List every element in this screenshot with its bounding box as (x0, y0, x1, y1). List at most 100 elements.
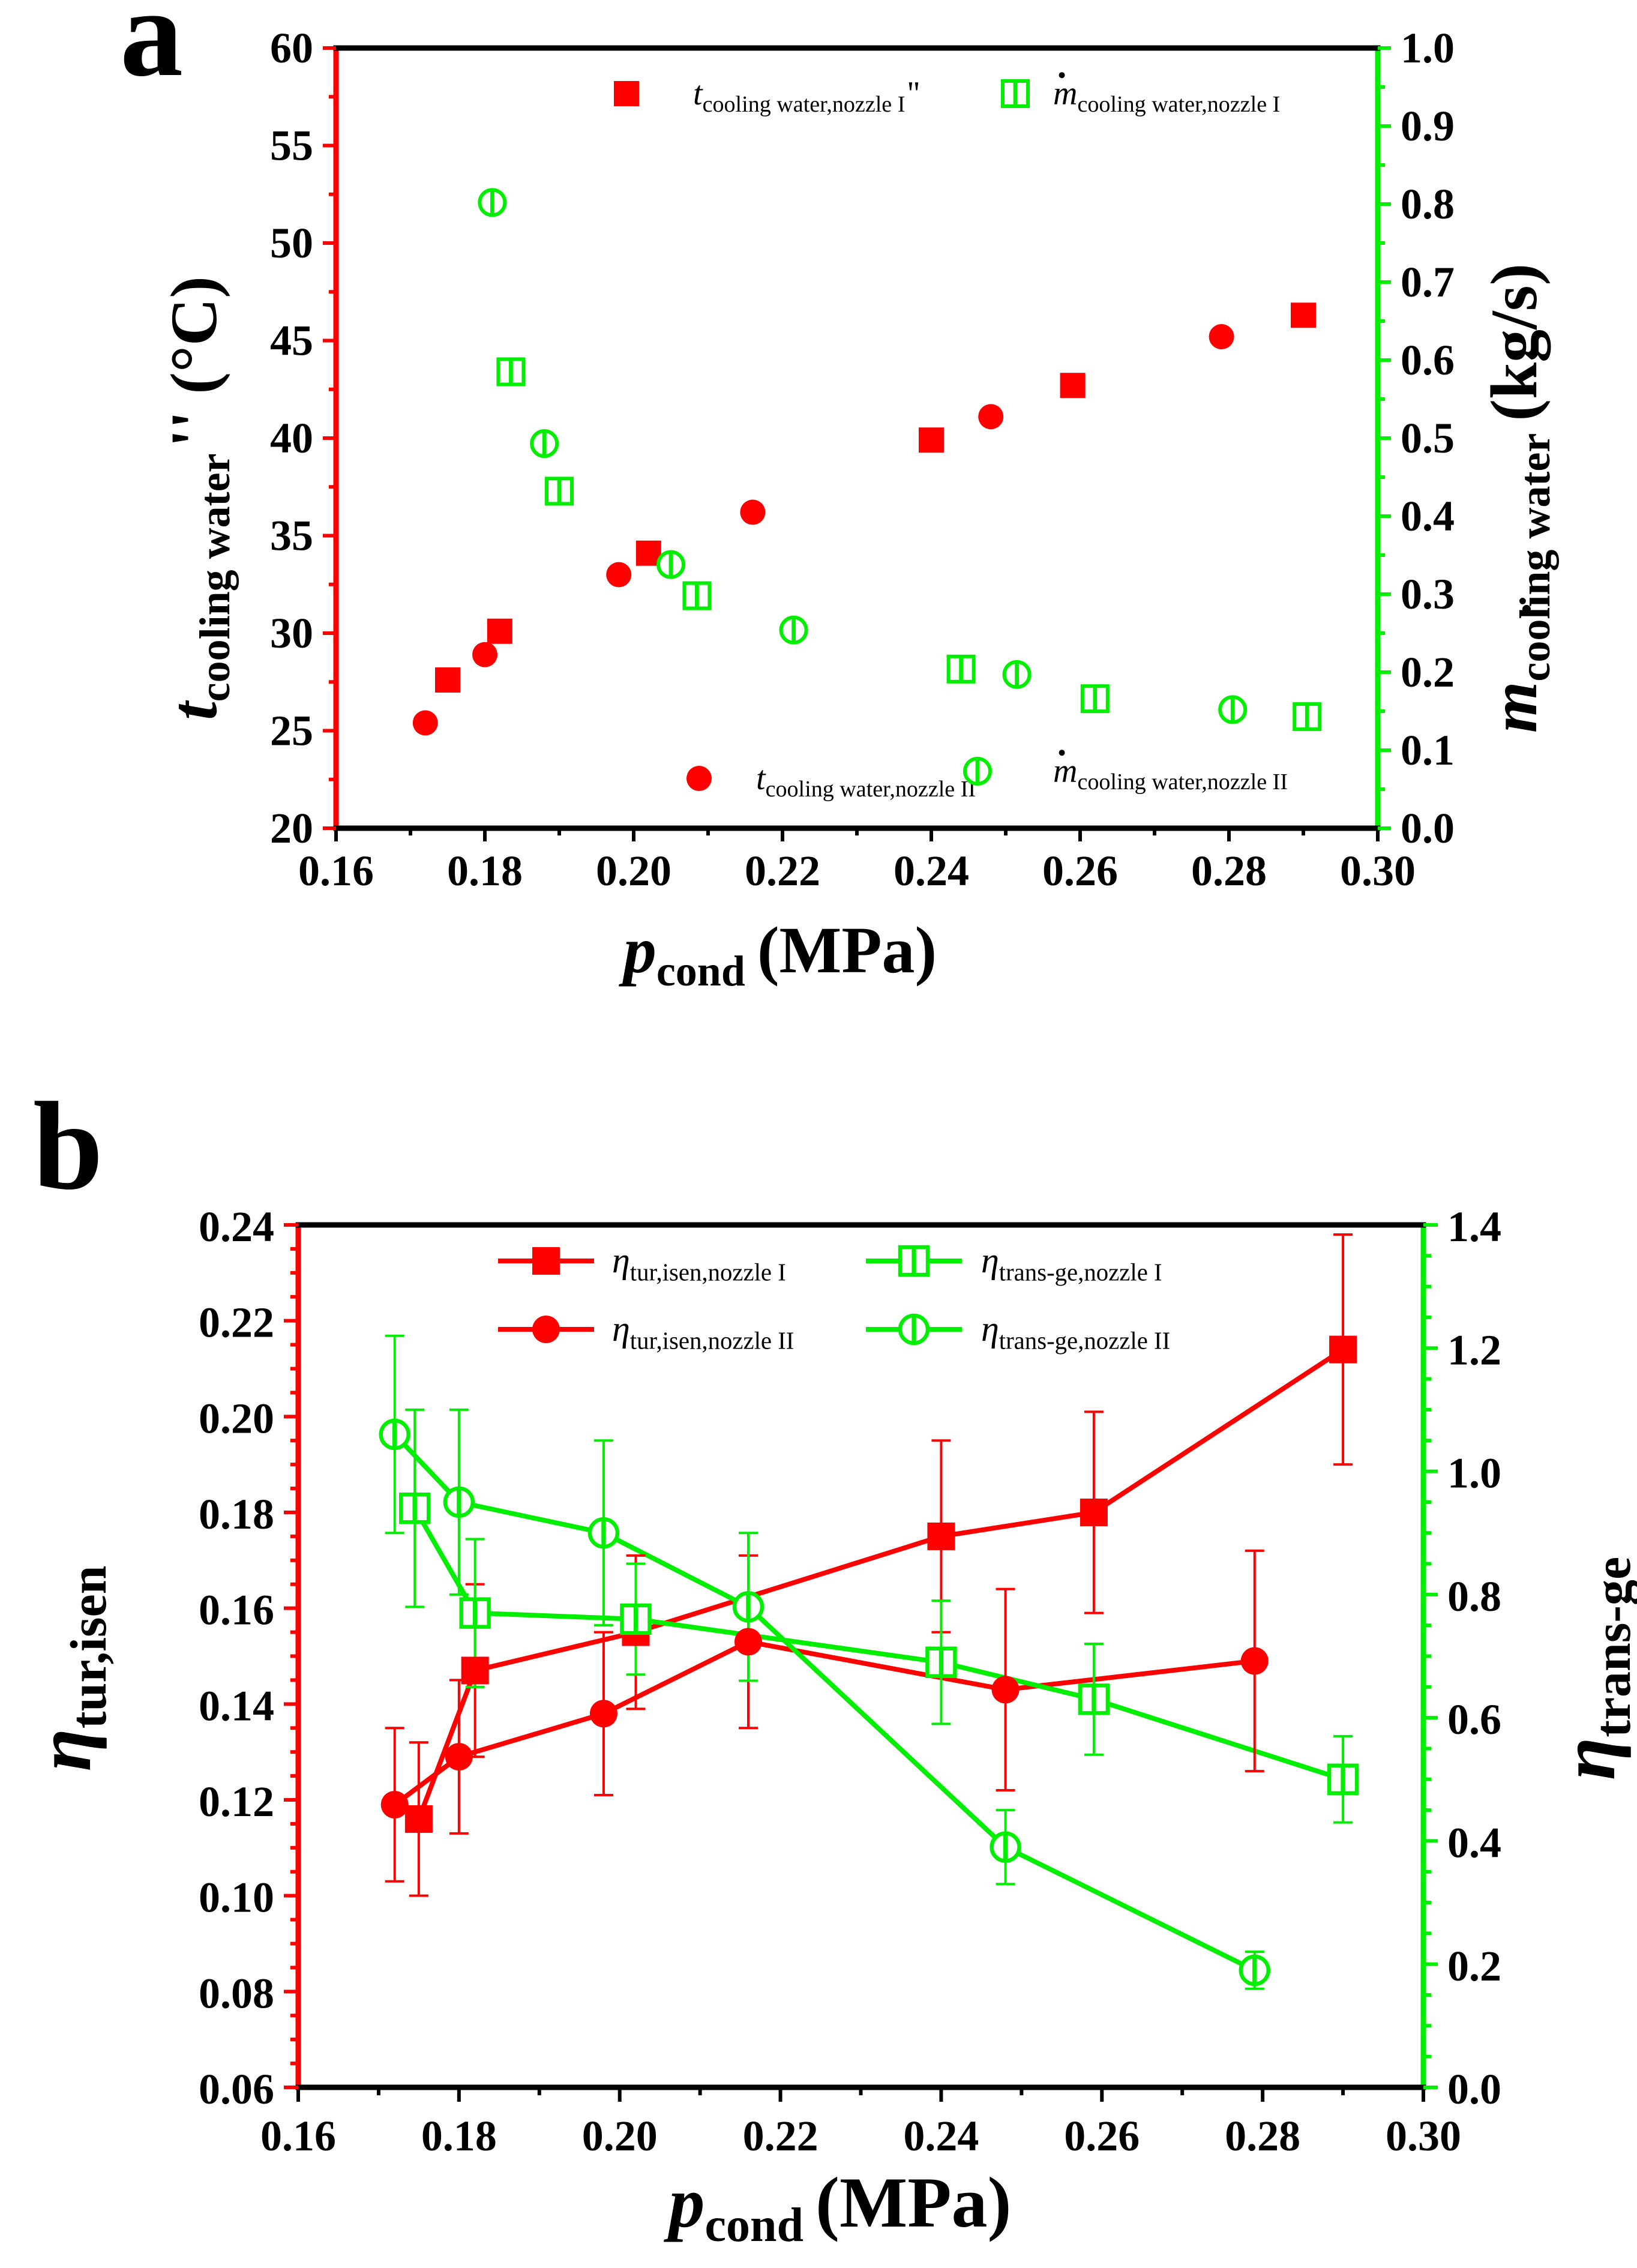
left-tick-label: 0.22 (199, 1299, 274, 1347)
panel-a-right-axis-mdot (1522, 605, 1531, 613)
right-tick-label: 0.1 (1401, 726, 1455, 774)
left-tick-label: 0.14 (199, 1682, 274, 1730)
data-point (459, 1597, 491, 1629)
series-line-2 (412, 1507, 1344, 1782)
right-tick-label: 1.0 (1447, 1449, 1501, 1497)
left-tick-label: 0.18 (199, 1490, 274, 1538)
legend-item-3: ηtrans-ge,nozzle II (866, 1309, 1170, 1354)
legend-marker (686, 766, 712, 791)
legend-label: ηtrans-ge,nozzle II (981, 1309, 1170, 1354)
legend-item-3: mcooling water,nozzle II (963, 750, 1288, 795)
data-point (740, 499, 766, 525)
legend-label: tcooling water,nozzle II (756, 760, 976, 802)
panel-b-left-axis-label: ηtur,isen (21, 1566, 117, 1772)
right-tick-label: 0.3 (1401, 570, 1455, 618)
panel-a-left-axis-label: tcooling water'' (°C) (157, 276, 239, 720)
legend-mdot (1059, 72, 1065, 79)
data-point (1293, 702, 1322, 732)
legend-item-0: tcooling water,nozzle I'' (614, 75, 920, 117)
data-point (925, 1646, 957, 1678)
data-point (919, 427, 944, 453)
right-tick-label: 0.4 (1401, 492, 1455, 540)
data-point (443, 1486, 475, 1518)
data-point (1080, 1499, 1108, 1526)
legend-item-1: tcooling water,nozzle II (686, 760, 976, 802)
x-tick-label: 0.16 (298, 847, 374, 895)
right-tick-label: 0.5 (1401, 414, 1455, 462)
right-tick-label: 1.4 (1447, 1203, 1501, 1251)
left-tick-label: 0.08 (199, 1969, 274, 2017)
legend-item-0: ηtur,isen,nozzle I (498, 1241, 786, 1286)
data-point (620, 1603, 652, 1635)
series-line-1 (393, 1639, 1255, 1807)
legend-label: ηtur,isen,nozzle I (612, 1241, 786, 1286)
legend-item-2: ηtrans-ge,nozzle I (866, 1241, 1162, 1286)
data-point (445, 1743, 473, 1771)
right-tick-label: 0.6 (1447, 1695, 1501, 1743)
data-point (412, 710, 438, 736)
panel-a-legend: tcooling water,nozzle I'' tcooling water,… (614, 72, 1288, 802)
panel-a-right-tick-labels: 0.0 0.1 0.2 0.3 0.4 0.5 0.6 0.7 0.8 0.9 1.0 (1401, 24, 1455, 852)
legend-item-2: mcooling water,nozzle I (1001, 72, 1280, 117)
right-tick-label: 1.2 (1447, 1326, 1501, 1374)
x-tick-label: 0.26 (1064, 2112, 1140, 2160)
right-tick-label: 0.8 (1401, 180, 1455, 228)
data-point (779, 615, 808, 645)
right-tick-label: 0.8 (1447, 1572, 1501, 1620)
legend-label: ηtrans-ge,nozzle I (981, 1241, 1162, 1286)
panel-b-right-tick-labels: 0.0 0.2 0.4 0.6 0.8 1.0 1.2 1.4 (1447, 1203, 1501, 2113)
data-point (1329, 1335, 1357, 1364)
series-line-0 (416, 1347, 1345, 1820)
left-tick-label: 0.20 (199, 1394, 274, 1442)
panel-a-right-axis-label: mcooling water(kg/s) (1477, 263, 1559, 733)
right-tick-label: 0.0 (1447, 2065, 1501, 2113)
legend-marker (898, 1313, 930, 1346)
data-point (606, 562, 632, 588)
data-point (1218, 695, 1248, 724)
x-tick-label: 0.16 (260, 2112, 336, 2160)
panel-a-x-tick-labels: 0.16 0.18 0.20 0.22 0.24 0.26 0.28 0.30 (298, 847, 1416, 895)
legend-mdot (1059, 750, 1065, 756)
panel-b-axes (284, 1222, 1438, 2102)
left-tick-label: 40 (270, 414, 313, 462)
data-point (1209, 324, 1234, 349)
legend-marker (1001, 79, 1030, 108)
data-point (1002, 660, 1032, 689)
panel-b-data-points (379, 1335, 1359, 1987)
data-point (1327, 1763, 1359, 1796)
data-point (1239, 1954, 1270, 1987)
data-point (990, 1831, 1021, 1863)
left-tick-label: 55 (270, 121, 313, 169)
data-point (380, 1790, 409, 1818)
x-tick-label: 0.28 (1225, 2112, 1300, 2160)
left-tick-label: 0.24 (199, 1203, 274, 1251)
legend-label: mcooling water,nozzle II (1053, 753, 1288, 795)
data-point (478, 188, 507, 217)
x-tick-label: 0.20 (596, 847, 671, 895)
panel-b-right-axis-label: ηtrans-ge (1545, 1557, 1637, 1780)
x-tick-label: 0.20 (582, 2112, 658, 2160)
left-tick-label: 0.12 (199, 1778, 274, 1826)
right-tick-label: 0.2 (1447, 1942, 1501, 1990)
data-point (1078, 1683, 1110, 1715)
panel-a-letter: a (120, 0, 183, 103)
right-tick-label: 1.0 (1401, 24, 1455, 72)
left-tick-label: 0.16 (199, 1586, 274, 1634)
left-tick-label: 45 (270, 316, 313, 364)
data-point (404, 1805, 433, 1833)
data-point (435, 667, 460, 693)
panel-a-chart: a 0.16 0.18 0.20 0.22 0.24 0.26 0.28 0.30 20 25 3… (120, 0, 1559, 995)
right-tick-label: 0.9 (1401, 102, 1455, 150)
data-point (991, 1676, 1020, 1704)
panel-b-letter: b (33, 1077, 103, 1216)
panel-a-axes (323, 45, 1391, 841)
data-point (1240, 1647, 1269, 1675)
data-point (656, 550, 685, 579)
legend-label: ηtur,isen,nozzle II (612, 1309, 794, 1354)
data-point (496, 357, 526, 387)
left-tick-label: 25 (270, 706, 313, 754)
data-point (545, 477, 574, 506)
data-point (1060, 373, 1086, 399)
data-point (978, 404, 1004, 430)
